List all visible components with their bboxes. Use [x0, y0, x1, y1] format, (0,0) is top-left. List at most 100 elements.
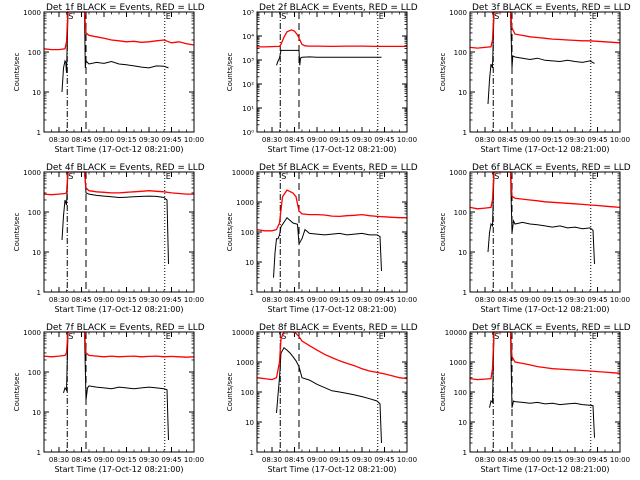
detector-panel-5: Det 5f BLACK = Events, RED = LLD 1 10 100 10…	[226, 163, 418, 314]
detector-panel-1: Det 1f BLACK = Events, RED = LLD 1 10 100 10…	[13, 3, 205, 154]
series-events	[61, 171, 169, 265]
x-tick-label: 10:00	[610, 136, 630, 144]
x-tick-label: 09:15	[116, 136, 136, 144]
x-axis-label: Start Time (17-Oct-12 08:21:00)	[54, 145, 183, 154]
plot-frame	[469, 171, 621, 293]
y-tick-label: 10¹	[242, 105, 254, 113]
y-axis-label: Counts/sec	[439, 373, 447, 412]
x-axis-label: Start Time (17-Oct-12 08:21:00)	[54, 305, 183, 314]
y-tick-label: 10	[458, 249, 467, 257]
x-tick-label: 09:45	[161, 136, 181, 144]
y-tick-label: 100	[454, 49, 467, 57]
plot-frame	[43, 11, 195, 133]
x-tick-label: 10:00	[184, 456, 204, 464]
y-tick-label: 1000	[23, 9, 41, 17]
x-tick-label: 08:45	[284, 136, 304, 144]
y-tick-label: 1	[463, 289, 467, 297]
y-tick-label: 10000	[232, 169, 254, 177]
x-tick-label: 09:45	[587, 296, 607, 304]
x-tick-label: 10:00	[184, 136, 204, 144]
x-tick-label: 09:00	[94, 296, 114, 304]
panel-title: Det 2f BLACK = Events, RED = LLD	[259, 3, 418, 13]
y-tick-label: 100	[241, 229, 254, 237]
x-tick-label: 08:45	[284, 296, 304, 304]
x-tick-label: 09:30	[139, 456, 159, 464]
series-lld	[257, 29, 407, 48]
y-tick-label: 1	[250, 289, 254, 297]
x-tick-label: 08:45	[71, 296, 91, 304]
y-tick-label: 10000	[232, 329, 254, 337]
y-tick-label: 10	[245, 419, 254, 427]
time-marker-label: E	[592, 12, 597, 21]
plot-frame	[256, 171, 408, 293]
y-tick-label: 1000	[449, 359, 467, 367]
y-axis-label: Counts/sec	[13, 53, 21, 92]
time-marker-label: S	[281, 12, 286, 21]
y-tick-label: 1	[37, 129, 41, 137]
x-tick-label: 09:15	[542, 136, 562, 144]
x-tick-label: 09:45	[374, 136, 394, 144]
detector-panel-7: Det 7f BLACK = Events, RED = LLD 1 10 100 10…	[13, 323, 205, 474]
x-tick-label: 09:00	[520, 296, 540, 304]
x-axis-label: Start Time (17-Oct-12 08:21:00)	[480, 305, 609, 314]
x-tick-label: 09:45	[587, 456, 607, 464]
y-tick-label: 10	[32, 409, 41, 417]
x-tick-label: 10:00	[610, 296, 630, 304]
series-lld	[43, 171, 194, 196]
y-tick-label: 10³	[242, 57, 254, 65]
time-marker-label: E	[592, 332, 597, 341]
series-events	[489, 331, 595, 438]
x-axis-label: Start Time (17-Oct-12 08:21:00)	[267, 305, 396, 314]
x-tick-label: 09:15	[329, 136, 349, 144]
y-tick-label: 1000	[236, 359, 254, 367]
panel-title: Det 7f BLACK = Events, RED = LLD	[46, 323, 205, 333]
x-tick-label: 09:00	[520, 456, 540, 464]
time-marker-label: E	[379, 332, 384, 341]
x-tick-label: 09:30	[565, 456, 585, 464]
x-axis-label: Start Time (17-Oct-12 08:21:00)	[480, 465, 609, 474]
time-marker-label: S	[68, 332, 73, 341]
y-axis-label: Counts/sec	[439, 53, 447, 92]
y-tick-label: 10000	[445, 329, 467, 337]
x-tick-label: 08:45	[284, 456, 304, 464]
y-tick-label: 10	[32, 89, 41, 97]
x-tick-label: 09:30	[352, 136, 372, 144]
x-tick-label: 08:45	[497, 136, 517, 144]
series-lld	[43, 11, 195, 51]
detector-panel-8: Det 8f BLACK = Events, RED = LLD 1 10 100 10…	[226, 323, 418, 474]
time-marker-label: E	[166, 12, 171, 21]
x-tick-label: 08:30	[49, 136, 69, 144]
series-events	[276, 346, 382, 444]
time-marker-label: S	[281, 172, 286, 181]
x-tick-label: 10:00	[184, 296, 204, 304]
y-tick-label: 100	[454, 389, 467, 397]
panel-title: Det 9f BLACK = Events, RED = LLD	[472, 323, 631, 333]
x-tick-label: 08:30	[475, 136, 495, 144]
plot-frame	[256, 11, 408, 133]
x-tick-label: 09:30	[139, 296, 159, 304]
y-tick-label: 100	[454, 209, 467, 217]
y-tick-label: 10	[458, 89, 467, 97]
y-tick-label: 1	[463, 129, 467, 137]
x-tick-label: 08:30	[262, 296, 282, 304]
x-tick-label: 09:30	[139, 136, 159, 144]
x-tick-label: 09:45	[161, 456, 181, 464]
time-marker-label: S	[494, 172, 499, 181]
x-axis-label: Start Time (17-Oct-12 08:21:00)	[480, 145, 609, 154]
x-tick-label: 10:00	[397, 296, 417, 304]
series-events	[273, 216, 382, 278]
detector-panel-2: Det 2f BLACK = Events, RED = LLD 10⁰ 10¹ 10…	[226, 3, 418, 154]
y-tick-label: 1000	[236, 199, 254, 207]
time-marker-label: E	[592, 172, 597, 181]
detector-panel-6: Det 6f BLACK = Events, RED = LLD 1 10 100 10…	[439, 163, 631, 314]
x-tick-label: 10:00	[397, 456, 417, 464]
y-tick-label: 10⁵	[242, 9, 254, 17]
x-tick-label: 09:00	[307, 296, 327, 304]
x-axis-label: Start Time (17-Oct-12 08:21:00)	[267, 145, 396, 154]
x-tick-label: 08:30	[49, 456, 69, 464]
y-tick-label: 1	[463, 449, 467, 457]
y-tick-label: 100	[28, 49, 41, 57]
y-tick-label: 1	[250, 449, 254, 457]
y-tick-label: 1000	[23, 169, 41, 177]
x-tick-label: 10:00	[397, 136, 417, 144]
